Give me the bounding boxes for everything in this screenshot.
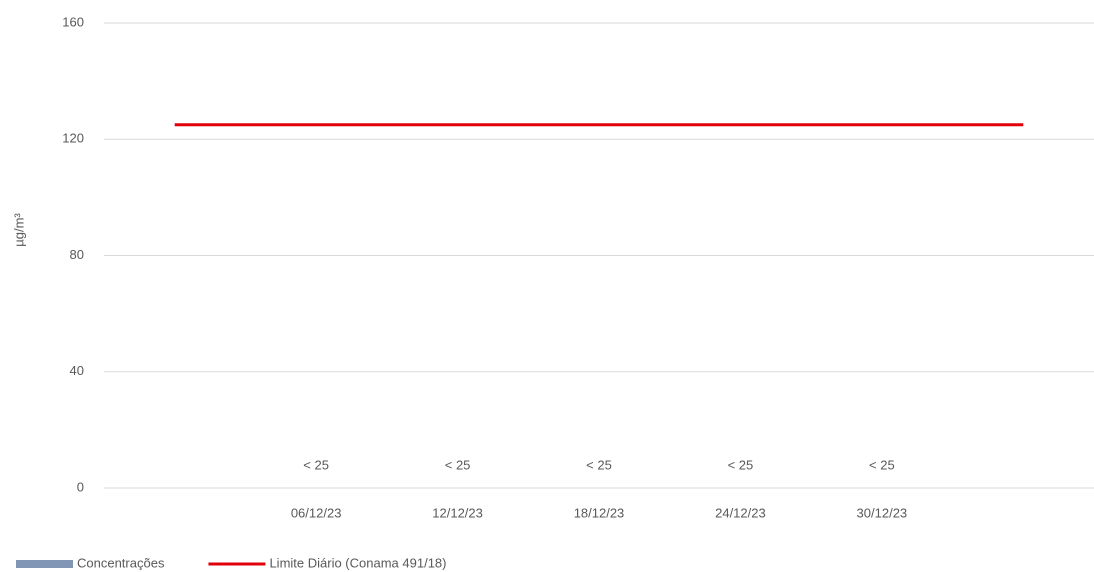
x-tick-label: 18/12/23 <box>574 505 625 520</box>
legend-label: Limite Diário (Conama 491/18) <box>269 555 446 570</box>
y-tick-label: 80 <box>70 247 84 262</box>
x-tick-label: 30/12/23 <box>857 505 908 520</box>
data-label: < 25 <box>728 457 754 472</box>
y-axis-label: µg/m³ <box>11 213 26 247</box>
legend-label: Concentrações <box>77 555 165 570</box>
x-tick-label: 12/12/23 <box>432 505 483 520</box>
y-tick-label: 40 <box>70 363 84 378</box>
data-label: < 25 <box>586 457 612 472</box>
x-tick-label: 06/12/23 <box>291 505 342 520</box>
data-label: < 25 <box>303 457 329 472</box>
y-tick-label: 160 <box>62 14 84 29</box>
data-label: < 25 <box>869 457 895 472</box>
y-tick-label: 0 <box>77 479 84 494</box>
y-tick-label: 120 <box>62 131 84 146</box>
data-label: < 25 <box>445 457 471 472</box>
legend-swatch <box>16 560 73 568</box>
x-tick-label: 24/12/23 <box>715 505 766 520</box>
